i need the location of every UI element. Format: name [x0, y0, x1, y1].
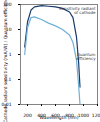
- svg-text:1: 1: [9, 52, 12, 57]
- svg-text:1200: 1200: [92, 113, 100, 118]
- svg-text:Sensitivity radiantof cathode: Sensitivity radiantof cathode: [59, 6, 96, 15]
- svg-text:Quantumefficiency: Quantumefficiency: [76, 52, 96, 61]
- svg-text:0.1: 0.1: [4, 76, 12, 82]
- svg-text:1000: 1000: [78, 113, 90, 118]
- svg-text:Cathode radiant sensitivity (m: Cathode radiant sensitivity (mA/W) / Qua…: [3, 0, 8, 122]
- svg-text:10: 10: [5, 26, 12, 32]
- svg-text:200: 200: [23, 113, 32, 118]
- svg-text:Wavelength (nm): Wavelength (nm): [40, 115, 79, 120]
